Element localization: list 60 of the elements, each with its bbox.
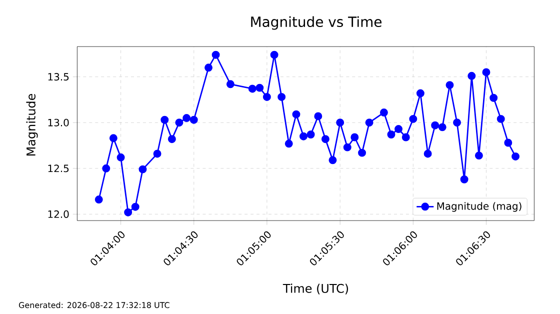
point [175, 118, 184, 127]
point [284, 140, 293, 148]
point [138, 165, 147, 174]
point [109, 134, 118, 142]
point [512, 152, 520, 160]
y-tick-label: 12.5 [48, 164, 69, 172]
point [504, 138, 512, 147]
point [453, 118, 462, 127]
point [328, 156, 337, 164]
point [168, 135, 176, 144]
y-tick-label: 12.0 [48, 210, 69, 218]
point [438, 123, 446, 132]
point [468, 72, 476, 80]
point [387, 130, 396, 138]
point [474, 152, 483, 160]
legend-label: Magnitude (mag) [437, 202, 522, 212]
chart-title: Magnitude vs Time [251, 16, 382, 30]
point [160, 116, 169, 124]
point [409, 114, 418, 123]
point [496, 114, 505, 123]
point [416, 89, 424, 98]
point [300, 132, 308, 140]
point [490, 94, 498, 102]
point [256, 84, 264, 92]
point [306, 130, 315, 138]
point [248, 84, 256, 93]
point [365, 118, 374, 127]
x-axis-title: Time (UTC) [282, 284, 348, 294]
point [102, 164, 110, 172]
point [394, 125, 402, 133]
point [482, 68, 490, 76]
y-tick-label: 13.5 [48, 73, 69, 81]
point [116, 153, 125, 162]
point [336, 118, 344, 127]
point [226, 80, 234, 88]
y-axis-title: Magnitude [26, 94, 38, 156]
point [131, 202, 140, 211]
point [262, 92, 271, 101]
y-tick-label: 13.0 [48, 118, 69, 126]
point [460, 175, 468, 184]
point [278, 92, 286, 101]
point [182, 114, 191, 122]
point [190, 116, 198, 124]
point [94, 196, 103, 204]
point [314, 112, 322, 120]
point [270, 50, 278, 59]
point [321, 135, 330, 144]
point [431, 121, 440, 130]
point [292, 110, 300, 118]
point [402, 133, 410, 142]
point [212, 50, 220, 59]
point [358, 148, 366, 157]
point [153, 150, 162, 158]
point [343, 143, 352, 152]
point [424, 150, 432, 158]
point [124, 208, 132, 216]
point [350, 133, 359, 142]
point [204, 64, 212, 72]
point [446, 81, 454, 90]
point [380, 108, 388, 117]
